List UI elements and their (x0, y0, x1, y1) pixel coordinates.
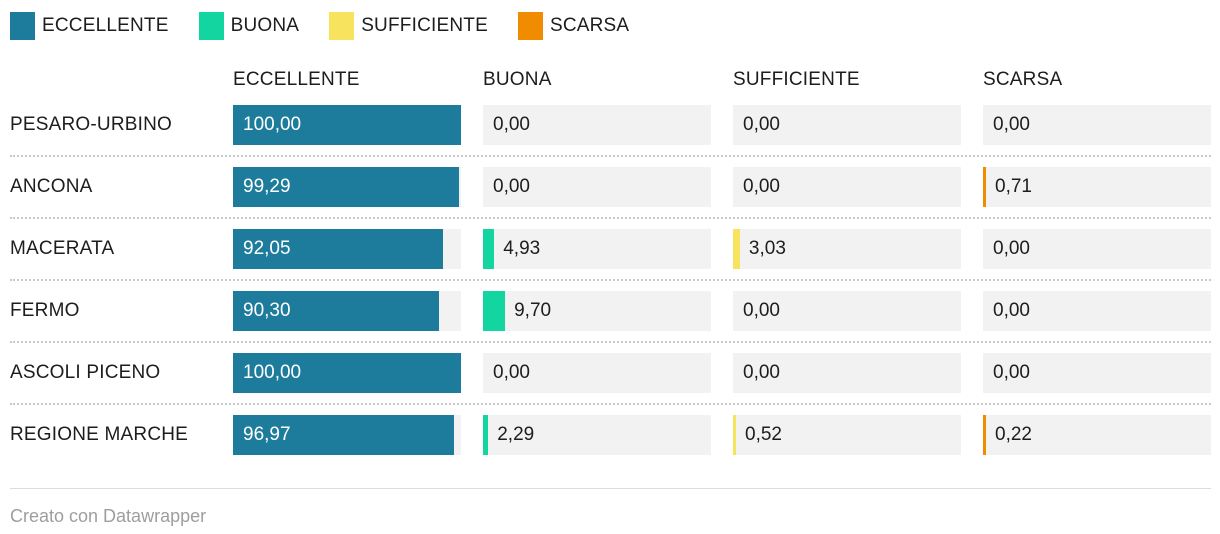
value-cell: 96,97 (233, 415, 461, 455)
value-cell: 0,00 (733, 291, 961, 331)
value-cell: 0,00 (733, 105, 961, 145)
row-label: ANCONA (10, 176, 93, 197)
row-label: MACERATA (10, 238, 115, 259)
table-row: FERMO 90,30 9,70 0,00 0,00 (10, 291, 1211, 343)
cell-value: 4,93 (503, 238, 541, 259)
table-row: PESARO-URBINO 100,00 0,00 0,00 0,00 (10, 105, 1211, 157)
value-bar (483, 229, 495, 269)
value-cell: 99,29 (233, 167, 461, 207)
column-header: ECCELLENTE (233, 69, 360, 90)
value-bar (983, 415, 986, 455)
value-cell: 0,00 (483, 167, 711, 207)
cell-value: 100,00 (243, 362, 302, 383)
cell-value: 0,22 (995, 424, 1032, 445)
value-bar (983, 167, 986, 207)
column-header: SCARSA (983, 69, 1063, 90)
cell-value: 3,03 (748, 238, 786, 259)
row-label: PESARO-URBINO (10, 114, 173, 135)
legend-item: SUFFICIENTE (329, 12, 488, 40)
column-header: SUFFICIENTE (733, 69, 860, 90)
table-row: REGIONE MARCHE 96,97 2,29 0,52 0,22 (10, 415, 1211, 465)
value-cell: 0,00 (983, 105, 1211, 145)
legend-label: SCARSA (549, 15, 630, 36)
legend-swatch-icon (198, 12, 224, 40)
value-bar (233, 415, 455, 455)
cell-value: 99,29 (243, 176, 291, 197)
value-bar (233, 105, 461, 145)
cell-value: 90,30 (243, 300, 291, 321)
row-label: REGIONE MARCHE (10, 424, 189, 445)
value-cell: 2,29 (483, 415, 711, 455)
table-row: ANCONA 99,29 0,00 0,00 0,71 (10, 167, 1211, 219)
cell-value: 0,00 (493, 176, 530, 197)
table-row: ASCOLI PICENO 100,00 0,00 0,00 0,00 (10, 353, 1211, 405)
value-bar (483, 291, 506, 331)
value-cell: 0,00 (733, 167, 961, 207)
cell-value: 0,00 (993, 114, 1030, 135)
value-cell: 90,30 (233, 291, 461, 331)
cell-value: 0,00 (993, 300, 1030, 321)
legend-label: BUONA (230, 15, 300, 36)
legend-label: ECCELLENTE (42, 15, 169, 36)
cell-value: 0,52 (745, 424, 782, 445)
legend-item: BUONA (198, 12, 300, 40)
value-cell: 0,00 (733, 353, 961, 393)
legend-item: SCARSA (517, 12, 630, 40)
value-cell: 100,00 (233, 353, 461, 393)
row-label: FERMO (10, 300, 80, 321)
table-row: MACERATA 92,05 4,93 3,03 0,00 (10, 229, 1211, 281)
value-cell: 92,05 (233, 229, 461, 269)
value-cell: 0,71 (983, 167, 1211, 207)
value-cell: 0,00 (483, 353, 711, 393)
footer: Creato con Datawrapper (10, 488, 1211, 527)
value-cell: 0,00 (983, 353, 1211, 393)
cell-value: 92,05 (243, 238, 291, 259)
cell-value: 2,29 (497, 424, 535, 445)
legend-swatch-icon (517, 12, 543, 40)
table-header-row: ECCELLENTE BUONA SUFFICIENTE SCARSA (10, 69, 1211, 91)
value-bar (483, 415, 489, 455)
value-bar (233, 353, 461, 393)
cell-value: 0,00 (743, 176, 780, 197)
cell-value: 96,97 (243, 424, 291, 445)
value-cell: 0,00 (483, 105, 711, 145)
row-label: ASCOLI PICENO (10, 362, 161, 383)
legend-swatch-icon (10, 12, 35, 40)
value-cell: 0,52 (733, 415, 961, 455)
cell-value: 0,71 (995, 176, 1032, 197)
column-header: BUONA (483, 69, 552, 90)
legend: ECCELLENTE BUONA SUFFICIENTE SCARSA (10, 12, 1211, 40)
cell-value: 100,00 (243, 114, 302, 135)
value-bar (233, 291, 439, 331)
legend-label: SUFFICIENTE (361, 15, 488, 36)
cell-value: 0,00 (743, 114, 780, 135)
cell-value: 9,70 (514, 300, 552, 321)
value-bar (733, 229, 740, 269)
table-body: PESARO-URBINO 100,00 0,00 0,00 0,00 ANCONA 99,… (10, 105, 1211, 465)
cell-value: 0,00 (993, 238, 1030, 259)
value-cell: 3,03 (733, 229, 961, 269)
value-cell: 0,22 (983, 415, 1211, 455)
legend-item: ECCELLENTE (10, 12, 169, 40)
legend-swatch-icon (329, 12, 355, 40)
value-cell: 0,00 (983, 291, 1211, 331)
cell-value: 0,00 (743, 362, 780, 383)
value-bar (233, 167, 460, 207)
cell-value: 0,00 (493, 362, 530, 383)
value-bar (233, 229, 443, 269)
value-cell: 4,93 (483, 229, 711, 269)
value-cell: 9,70 (483, 291, 711, 331)
footer-credit: Creato con Datawrapper (10, 506, 207, 526)
cell-value: 0,00 (993, 362, 1030, 383)
value-cell: 100,00 (233, 105, 461, 145)
value-cell: 0,00 (983, 229, 1211, 269)
cell-value: 0,00 (493, 114, 530, 135)
cell-value: 0,00 (743, 300, 780, 321)
value-bar (733, 415, 736, 455)
